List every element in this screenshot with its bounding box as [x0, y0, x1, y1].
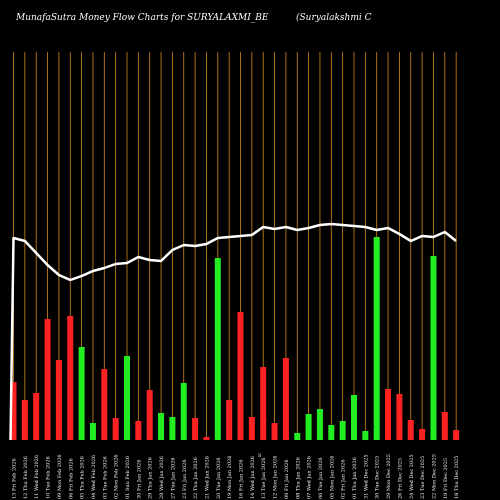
money-flow-bar	[339, 421, 346, 440]
money-flow-bar	[33, 393, 40, 440]
x-tick-label: 22 Mon Dec 2025	[431, 454, 437, 499]
money-flow-bar	[192, 418, 199, 440]
x-tick-label: 07 Wed Jan 2026	[307, 456, 313, 499]
money-flow-bar	[180, 383, 187, 440]
money-flow-bar	[10, 382, 17, 440]
money-flow-bar	[248, 417, 255, 440]
x-tick-label: 27 Tue Jan 2026	[170, 457, 176, 499]
money-flow-bar	[135, 421, 142, 440]
x-tick-label: 28 Wed Jan 2026	[159, 456, 165, 499]
money-flow-bar	[282, 358, 289, 440]
money-flow-bar	[67, 316, 74, 440]
x-tick-label: 29 Thu Jan 2026	[148, 457, 154, 499]
x-tick-label: 13 Tue Jan 2026	[261, 457, 267, 499]
x-tick-label: 14 Wed Jan 2026	[250, 456, 256, 499]
money-flow-bar	[396, 394, 403, 440]
x-tick-label: 09 Fri Jan 2026	[284, 459, 290, 499]
x-tick-label: 05 Mon Jan 2026	[329, 456, 335, 499]
x-tick-label: 06 Tue Jan 2026	[318, 457, 324, 499]
x-tick-label: 21 Wed Jan 2026	[204, 456, 210, 499]
money-flow-bar	[385, 389, 392, 440]
chart-title-symbol: (Suryalakshmi C	[296, 12, 372, 23]
x-tick-label: 19 Fri Dec 2025	[443, 458, 449, 499]
x-tick-label: 16 Fri Jan 2026	[239, 459, 245, 499]
money-flow-bar	[78, 347, 85, 440]
axis-marker-label: S	[258, 453, 262, 459]
x-tick-label: 23 Fri Jan 2026	[182, 459, 188, 499]
money-flow-bar	[362, 431, 369, 440]
x-tick-label: 31 Wed Dec 2025	[363, 454, 369, 499]
money-flow-bar	[112, 418, 119, 440]
money-flow-bar	[351, 395, 357, 440]
money-flow-bar	[237, 312, 244, 440]
price-line	[9, 222, 457, 441]
x-tick-label: 04 Wed Feb 2026	[91, 455, 97, 499]
money-flow-bar	[89, 423, 96, 440]
x-tick-label: 11 Wed Feb 2026	[34, 455, 40, 499]
x-tick-label: 08 Thu Jan 2026	[295, 457, 301, 499]
x-tick-label: 24 Wed Dec 2025	[409, 454, 415, 499]
money-flow-bar	[203, 437, 210, 440]
money-flow-bar	[328, 425, 335, 440]
money-flow-bar	[305, 414, 312, 440]
x-tick-label: 01 Thu Jan 2026	[352, 457, 358, 499]
money-flow-bar	[214, 258, 221, 440]
money-flow-bar	[294, 433, 301, 440]
x-tick-label: 30 Tue Dec 2025	[375, 456, 381, 499]
x-tick-label: 02 Fri Jan 2026	[341, 459, 347, 499]
money-flow-bars	[10, 237, 460, 440]
x-tick-label: 23 Tue Dec 2025	[420, 456, 426, 499]
money-flow-bar	[453, 430, 460, 440]
money-flow-bar	[419, 429, 426, 440]
money-flow-bar	[316, 409, 323, 440]
x-tick-label: 02 Mon Feb 2026	[114, 454, 120, 499]
money-flow-bar	[21, 400, 28, 440]
x-tick-label: 18 Thu Dec 2025	[454, 456, 460, 499]
money-flow-bar	[146, 390, 153, 440]
money-flow-bar	[260, 367, 267, 440]
x-tick-label: 01 Sun Feb 2026	[125, 456, 131, 499]
x-tick-label: 12 Thu Feb 2026	[23, 456, 29, 499]
x-tick-label: 06 Fri Feb 2026	[68, 458, 74, 499]
x-tick-label: 03 Tue Feb 2026	[102, 456, 108, 499]
money-flow-bar	[169, 417, 176, 440]
x-tick-label: 22 Thu Jan 2026	[193, 457, 199, 499]
money-flow-bar	[124, 356, 130, 440]
x-tick-label: 30 Fri Jan 2026	[136, 459, 142, 499]
money-flow-bar	[407, 420, 414, 440]
chart-title: MunafaSutra Money Flow Charts for SURYAL…	[15, 13, 269, 23]
money-flow-bar	[373, 237, 380, 440]
money-flow-bar	[226, 400, 233, 440]
x-tick-label: 29 Mon Dec 2025	[386, 454, 392, 499]
x-tick-label: 10 Tue Feb 2026	[46, 456, 52, 499]
x-axis-date-labels: 13 Fri Feb 2026 12 Thu Feb 2026 11 Wed Feb…	[12, 454, 461, 499]
money-flow-bar	[44, 319, 51, 440]
money-flow-bar	[101, 369, 108, 440]
x-tick-label: 09 Mon Feb 2026	[57, 454, 63, 499]
money-flow-bar	[55, 360, 62, 440]
money-flow-bar	[430, 256, 437, 440]
x-tick-label: 20 Tue Jan 2026	[216, 457, 222, 499]
x-tick-label: 19 Mon Jan 2026	[227, 456, 233, 499]
money-flow-bar	[158, 413, 165, 440]
x-tick-label: 26 Fri Dec 2025	[397, 458, 403, 499]
x-tick-label: 13 Fri Feb 2026	[12, 458, 18, 499]
x-tick-label: 05 Thu Feb 2026	[80, 456, 86, 499]
x-tick-label: 12 Mon Jan 2026	[273, 456, 279, 499]
money-flow-bar	[441, 412, 448, 440]
money-flow-bar	[271, 423, 278, 440]
